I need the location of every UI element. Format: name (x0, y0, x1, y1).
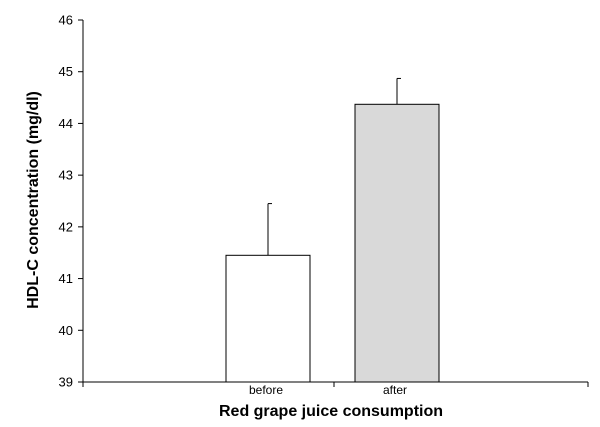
y-tick-label: 39 (59, 375, 73, 390)
y-tick-label: 45 (59, 64, 73, 79)
y-tick-label: 40 (59, 323, 73, 338)
x-axis-title: Red grape juice consumption (219, 403, 443, 420)
x-category-label: after (383, 383, 407, 397)
y-tick-label: 43 (59, 168, 73, 183)
y-tick-label: 46 (59, 13, 73, 28)
y-axis-title: HDL-C concentration (mg/dl) (25, 91, 42, 309)
y-tick-label: 42 (59, 219, 73, 234)
y-tick-label: 44 (59, 116, 73, 131)
bar-before (225, 254, 311, 383)
x-category-label: before (249, 383, 283, 397)
bar-after (354, 103, 440, 383)
y-tick-label: 41 (59, 271, 73, 286)
